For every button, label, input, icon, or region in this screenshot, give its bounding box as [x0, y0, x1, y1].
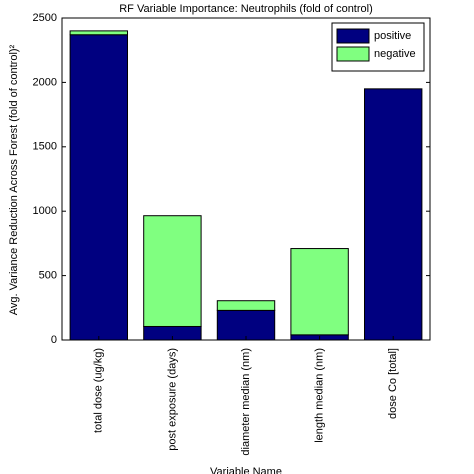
x-tick-label: diameter median (nm) [240, 348, 252, 456]
legend-label: positive [374, 30, 411, 42]
y-tick-label: 500 [39, 270, 57, 282]
y-tick-label: 2500 [33, 12, 57, 24]
y-tick-label: 0 [51, 334, 57, 346]
x-axis-label: Variable Name [210, 466, 282, 474]
y-tick-label: 2000 [33, 76, 57, 88]
plot-frame [61, 17, 431, 341]
bar-segment [216, 300, 276, 311]
bar-segment [69, 30, 129, 36]
bar-segment [216, 309, 276, 341]
chart-title: RF Variable Importance: Neutrophils (fol… [119, 3, 373, 15]
y-tick-label: 1000 [33, 205, 57, 217]
x-tick-label: total dose (ug/kg) [93, 348, 105, 433]
y-tick-label: 1500 [33, 141, 57, 153]
x-tick-label: dose Co [total] [387, 348, 399, 419]
bar-segment [290, 248, 349, 336]
x-tick-label: length median (nm) [314, 348, 326, 443]
x-tick-label: post exposure (days) [166, 348, 178, 451]
y-axis-label: Avg. Variance Reduction Across Forest (f… [8, 44, 20, 315]
legend-swatch [336, 46, 370, 62]
bar-segment [69, 34, 129, 341]
legend-swatch [336, 28, 370, 44]
legend-label: negative [374, 48, 416, 60]
bar-segment [143, 215, 202, 327]
bar-segment [363, 88, 423, 341]
